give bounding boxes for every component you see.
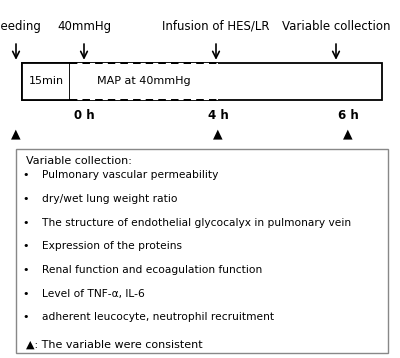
Text: Variable collection: Variable collection — [282, 20, 390, 33]
Text: •: • — [23, 265, 29, 275]
Text: ▲: ▲ — [11, 127, 21, 140]
Text: 15min: 15min — [28, 77, 64, 86]
Text: Renal function and ecoagulation function: Renal function and ecoagulation function — [42, 265, 262, 275]
Text: •: • — [23, 289, 29, 299]
Bar — [22, 63, 70, 100]
Bar — [70, 63, 218, 100]
Text: Level of TNF-α, IL-6: Level of TNF-α, IL-6 — [42, 289, 145, 299]
Text: Pulmonary vascular permeability: Pulmonary vascular permeability — [42, 170, 218, 180]
Text: dry/wet lung weight ratio: dry/wet lung weight ratio — [42, 194, 178, 204]
Text: MAP at 40mmHg: MAP at 40mmHg — [97, 77, 191, 86]
Text: Expression of the proteins: Expression of the proteins — [42, 241, 182, 251]
Text: 0 h: 0 h — [74, 109, 94, 122]
Text: ▲: ▲ — [213, 127, 223, 140]
Text: ▲: The variable were consistent: ▲: The variable were consistent — [26, 339, 203, 349]
Text: adherent leucocyte, neutrophil recruitment: adherent leucocyte, neutrophil recruitme… — [42, 312, 274, 322]
Text: •: • — [23, 194, 29, 204]
Text: •: • — [23, 170, 29, 180]
Text: •: • — [23, 241, 29, 251]
Bar — [16, 149, 388, 353]
Text: Infusion of HES/LR: Infusion of HES/LR — [162, 20, 270, 33]
Text: ▲: ▲ — [343, 127, 353, 140]
Text: 4 h: 4 h — [208, 109, 228, 122]
Text: Variable collection:: Variable collection: — [26, 156, 132, 166]
Text: •: • — [23, 218, 29, 228]
Text: 6 h: 6 h — [338, 109, 358, 122]
Text: The structure of endothelial glycocalyx in pulmonary vein: The structure of endothelial glycocalyx … — [42, 218, 351, 228]
Text: •: • — [23, 312, 29, 322]
Text: Bleeding: Bleeding — [0, 20, 42, 33]
Text: 40mmHg: 40mmHg — [57, 20, 111, 33]
Bar — [22, 63, 382, 100]
